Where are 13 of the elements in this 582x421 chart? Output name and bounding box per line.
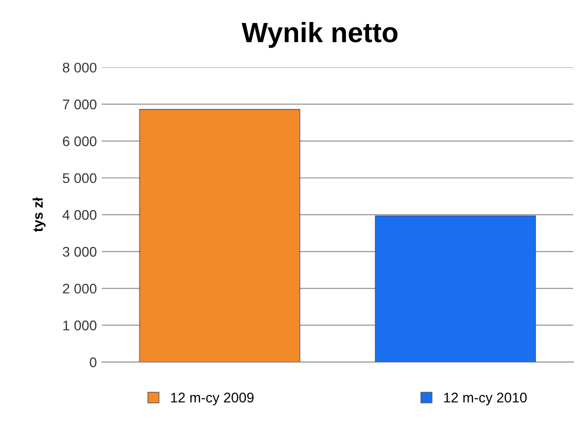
legend-label: 12 m-cy 2010	[444, 392, 527, 406]
y-tick-label: 4 000	[62, 210, 96, 220]
legend-label: 12 m-cy 2009	[171, 392, 254, 406]
chart-title: Wynik netto	[242, 22, 398, 48]
y-tick-label: 3 000	[62, 246, 96, 257]
y-tick-label: 6 000	[62, 136, 96, 146]
y-tick-label: 7 000	[62, 100, 96, 110]
y-tick-label: 0	[90, 357, 96, 368]
y-tick-label: 8 000	[62, 62, 96, 73]
y-tick-label: 2 000	[62, 284, 96, 294]
y-tick-label: 5 000	[62, 173, 96, 184]
y-tick-label: 1 000	[63, 320, 96, 330]
y-axis-title: tys zł	[32, 197, 46, 232]
